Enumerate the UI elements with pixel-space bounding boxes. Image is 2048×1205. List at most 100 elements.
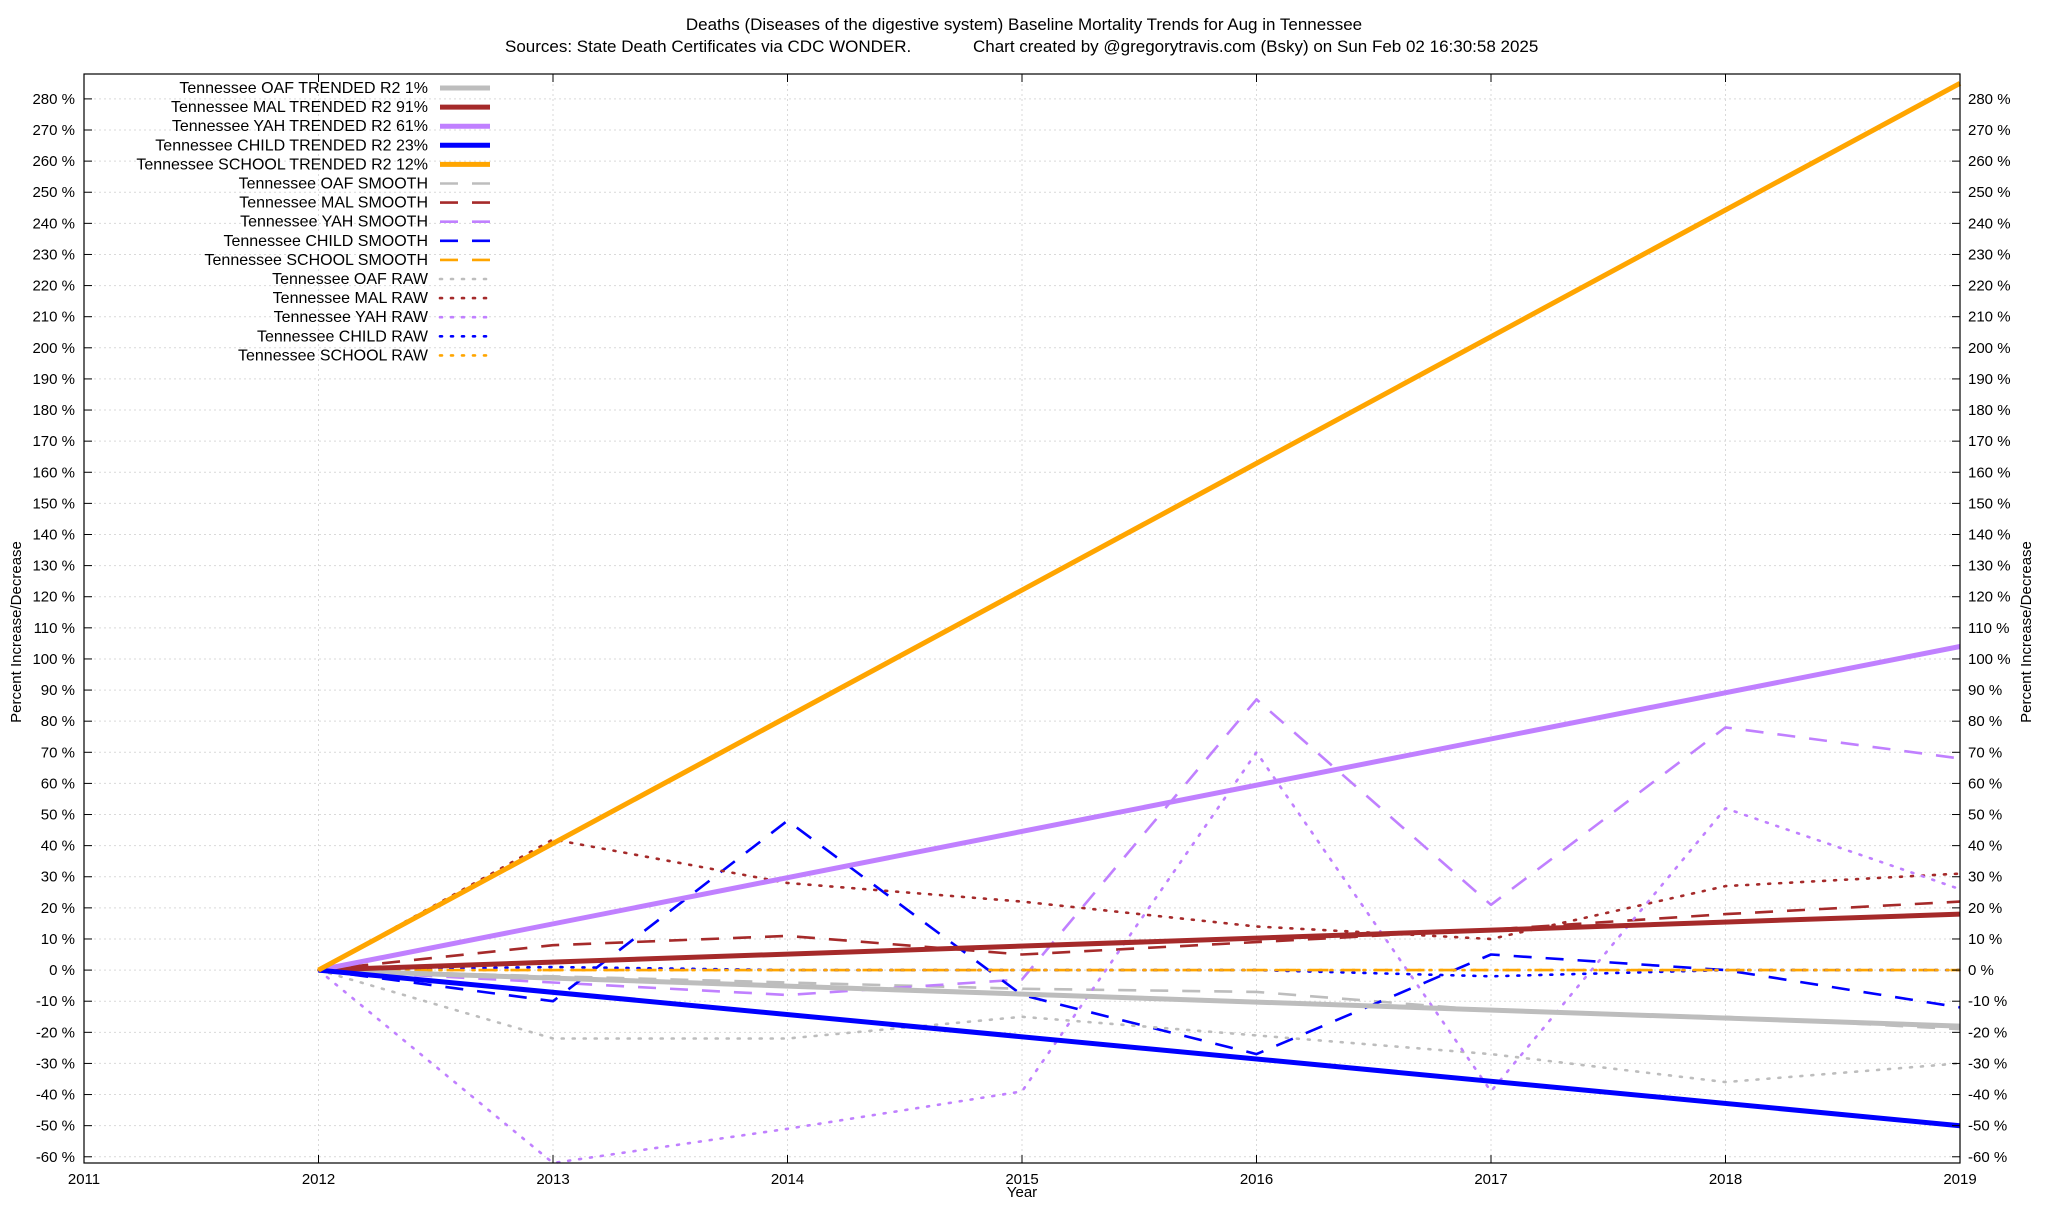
- x-tick-label: 2018: [1709, 1171, 1742, 1188]
- series-line-tennessee-yah-raw: [317, 751, 1962, 1165]
- y-tick-label-right: 200 %: [1968, 340, 2011, 357]
- x-tick-label: 2017: [1474, 1171, 1507, 1188]
- y-tick-label-right: 210 %: [1968, 309, 2011, 326]
- y-tick-label-left: 230 %: [32, 246, 75, 263]
- y-tick-label-right: 20 %: [1968, 900, 2002, 917]
- y-tick-label-right: 140 %: [1968, 526, 2011, 543]
- y-axis-label-right: Percent Increase/Decrease: [2018, 541, 2035, 723]
- series-line-tennessee-child-smooth: [318, 819, 1961, 1056]
- y-tick-label-left: 90 %: [41, 682, 75, 699]
- y-tick-label-left: 270 %: [32, 122, 75, 139]
- y-tick-label-right: 90 %: [1968, 682, 2002, 699]
- y-tick-label-right: 30 %: [1968, 869, 2002, 886]
- y-tick-label-right: 160 %: [1968, 464, 2011, 481]
- legend-label: Tennessee MAL SMOOTH: [239, 195, 428, 212]
- y-tick-label-right: -60 %: [1968, 1149, 2007, 1166]
- legend: Tennessee OAF TRENDED R2 1% Tennessee MAL…: [136, 80, 492, 364]
- y-tick-label-left: 210 %: [32, 309, 75, 326]
- y-tick-label-left: -50 %: [36, 1118, 75, 1135]
- y-tick-label-right: -40 %: [1968, 1087, 2007, 1104]
- y-tick-label-left: 40 %: [41, 838, 75, 855]
- y-tick-label-right: 190 %: [1968, 371, 2011, 388]
- y-tick-label-right: 170 %: [1968, 433, 2011, 450]
- y-tick-label-left: 110 %: [34, 620, 75, 637]
- y-tick-label-left: 20 %: [41, 900, 75, 917]
- y-tick-label-left: 180 %: [32, 402, 75, 419]
- y-tick-label-left: 150 %: [32, 495, 75, 512]
- y-tick-label-left: -10 %: [36, 993, 75, 1010]
- legend-label: Tennessee OAF RAW: [272, 271, 429, 288]
- legend-label: Tennessee SCHOOL SMOOTH: [205, 252, 428, 269]
- y-tick-label-right: 40 %: [1968, 838, 2002, 855]
- chart-subtitle-left: Sources: State Death Certificates via CD…: [505, 37, 911, 56]
- y-tick-label-right: 0 %: [1968, 962, 1994, 979]
- y-tick-label-left: -20 %: [36, 1024, 75, 1041]
- y-tick-label-left: 200 %: [32, 340, 75, 357]
- y-tick-label-left: 160 %: [32, 464, 75, 481]
- series-line-tennessee-child-trended-r2-23: [318, 967, 1961, 1129]
- y-tick-label-right: 10 %: [1968, 931, 2002, 948]
- y-tick-label-right: -20 %: [1968, 1024, 2007, 1041]
- x-tick-label: 2012: [302, 1171, 335, 1188]
- x-axis-label: Year: [1007, 1184, 1037, 1200]
- y-tick-label-left: 60 %: [41, 775, 75, 792]
- y-tick-label-left: 220 %: [32, 278, 75, 295]
- chart-subtitle-right: Chart created by @gregorytravis.com (Bsk…: [973, 37, 1538, 56]
- y-tick-label-right: 110 %: [1968, 620, 2009, 637]
- y-tick-label-left: 240 %: [32, 215, 75, 232]
- chart-title: Deaths (Diseases of the digestive system…: [686, 15, 1362, 34]
- legend-label: Tennessee CHILD RAW: [257, 328, 429, 345]
- legend-label: Tennessee SCHOOL RAW: [238, 347, 429, 364]
- y-tick-label-left: 10 %: [41, 931, 75, 948]
- legend-label: Tennessee SCHOOL TRENDED R2 12%: [136, 156, 428, 173]
- x-tick-label: 2019: [1943, 1171, 1976, 1188]
- y-tick-label-right: 280 %: [1968, 91, 2011, 108]
- y-tick-label-right: -50 %: [1968, 1118, 2007, 1135]
- y-tick-label-left: 70 %: [41, 744, 75, 761]
- y-tick-label-left: 280 %: [32, 91, 75, 108]
- series-layer: [317, 81, 1962, 1165]
- series-line-tennessee-mal-trended-r2-91: [318, 911, 1961, 973]
- series-line-tennessee-school-trended-r2-12: [317, 81, 1962, 973]
- y-tick-label-left: 170 %: [32, 433, 75, 450]
- y-tick-label-left: -30 %: [36, 1055, 75, 1072]
- series-line-tennessee-yah-smooth: [318, 698, 1961, 997]
- y-tick-label-right: -10 %: [1968, 993, 2007, 1010]
- y-axis-label-left: Percent Increase/Decrease: [8, 541, 25, 723]
- legend-label: Tennessee OAF TRENDED R2 1%: [179, 80, 428, 97]
- y-tick-label-right: 220 %: [1968, 278, 2011, 295]
- legend-label: Tennessee CHILD SMOOTH: [223, 233, 428, 250]
- y-tick-label-right: 230 %: [1968, 246, 2011, 263]
- y-tick-label-left: 130 %: [32, 558, 75, 575]
- y-tick-label-left: 80 %: [41, 713, 75, 730]
- series-line-tennessee-oaf-trended-r2-1: [318, 967, 1961, 1029]
- x-tick-label: 2016: [1240, 1171, 1273, 1188]
- legend-label: Tennessee MAL TRENDED R2 91%: [171, 99, 428, 116]
- y-tick-label-left: 190 %: [32, 371, 75, 388]
- y-tick-label-right: 70 %: [1968, 744, 2002, 761]
- legend-label: Tennessee YAH RAW: [274, 309, 429, 326]
- y-tick-label-right: 240 %: [1968, 215, 2011, 232]
- y-tick-label-left: 50 %: [41, 807, 75, 824]
- series-line-tennessee-oaf-raw: [317, 968, 1962, 1084]
- y-tick-label-left: 260 %: [32, 153, 75, 170]
- y-tick-label-left: -60 %: [36, 1149, 75, 1166]
- y-tick-label-right: -30 %: [1968, 1055, 2007, 1072]
- x-tick-label: 2015: [1005, 1171, 1038, 1188]
- y-tick-label-right: 270 %: [1968, 122, 2011, 139]
- x-tick-label: 2014: [771, 1171, 804, 1188]
- y-tick-label-right: 60 %: [1968, 775, 2002, 792]
- series-line-tennessee-mal-raw: [317, 838, 1962, 972]
- y-tick-label-right: 50 %: [1968, 807, 2002, 824]
- y-tick-label-left: 0 %: [49, 962, 75, 979]
- y-tick-label-right: 80 %: [1968, 713, 2002, 730]
- ticks-layer: 2011 2012 2013 2014 2015 2016 2017 2018 2019 -60 …: [32, 74, 2011, 1188]
- legend-label: Tennessee YAH TRENDED R2 61%: [172, 118, 428, 135]
- y-tick-label-right: 130 %: [1968, 558, 2011, 575]
- y-tick-label-left: 140 %: [32, 526, 75, 543]
- legend-label: Tennessee OAF SMOOTH: [239, 176, 428, 193]
- x-tick-label: 2013: [536, 1171, 569, 1188]
- y-tick-label-right: 180 %: [1968, 402, 2011, 419]
- y-tick-label-right: 150 %: [1968, 495, 2011, 512]
